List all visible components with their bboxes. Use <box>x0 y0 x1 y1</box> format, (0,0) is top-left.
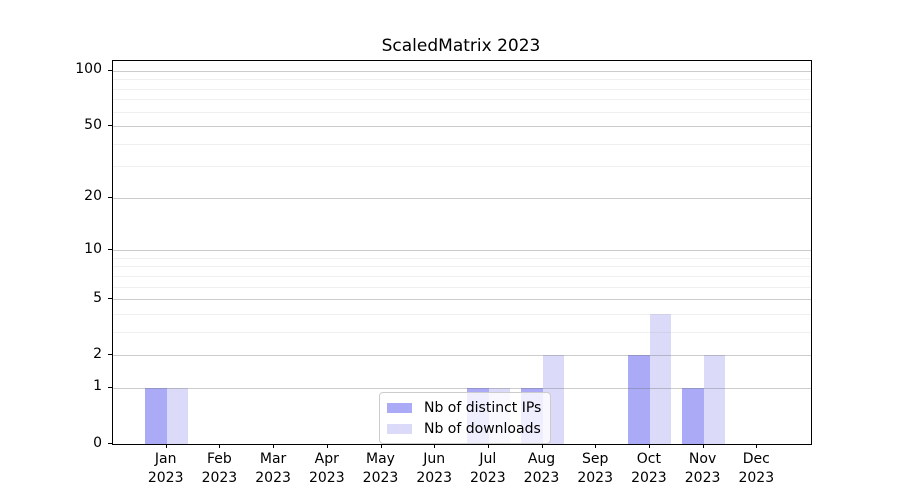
y-tick-label: 20 <box>84 188 102 205</box>
bar-nb-of-distinct-ips <box>682 387 704 444</box>
x-tick-label: Oct 2023 <box>631 451 667 486</box>
x-tick-label: Jul 2023 <box>469 451 506 486</box>
bar-nb-of-downloads <box>703 355 726 444</box>
legend-item: Nb of downloads <box>387 419 541 438</box>
chart-title: ScaledMatrix 2023 <box>381 36 541 56</box>
x-tick-label: Nov 2023 <box>684 451 721 486</box>
y-tick-label: 1 <box>93 378 102 395</box>
bar-nb-of-downloads <box>649 313 672 444</box>
bar-nb-of-downloads <box>166 387 189 444</box>
bar-nb-of-distinct-ips <box>628 355 650 444</box>
y-tick-label: 2 <box>93 345 102 362</box>
x-tick-label: Aug 2023 <box>523 451 560 486</box>
y-tick-mark <box>108 125 112 126</box>
x-tick-label: May 2023 <box>362 451 399 486</box>
x-tick-label: Feb 2023 <box>201 451 238 486</box>
y-tick-mark <box>108 69 112 71</box>
plot-area: Nb of distinct IPs Nb of downloads <box>112 60 812 445</box>
x-tick-mark <box>165 444 167 448</box>
x-tick-label: Mar 2023 <box>255 451 291 486</box>
x-tick-label: Dec 2023 <box>738 451 775 486</box>
legend-swatch <box>387 402 412 413</box>
bars-layer <box>113 61 811 444</box>
x-tick-mark <box>756 444 758 448</box>
y-tick-mark <box>108 386 112 388</box>
x-tick-mark <box>487 444 489 448</box>
x-tick-mark <box>380 444 382 448</box>
x-tick-mark <box>219 444 221 448</box>
y-tick-label: 100 <box>75 61 102 78</box>
y-tick-mark <box>108 443 112 444</box>
bar-nb-of-distinct-ips <box>145 387 167 444</box>
legend: Nb of distinct IPs Nb of downloads <box>379 392 552 444</box>
x-tick-label: Apr 2023 <box>308 451 345 486</box>
x-tick-mark <box>541 444 543 448</box>
x-tick-mark <box>273 444 275 448</box>
legend-swatch <box>387 423 412 434</box>
x-tick-mark <box>595 444 597 448</box>
legend-item: Nb of distinct IPs <box>387 398 541 417</box>
x-tick-mark <box>648 444 650 448</box>
legend-label: Nb of distinct IPs <box>424 399 542 416</box>
x-tick-mark <box>434 444 436 448</box>
x-tick-label: Jun 2023 <box>416 451 452 486</box>
y-tick-label: 0 <box>93 434 102 451</box>
y-tick-label: 5 <box>93 289 102 306</box>
x-tick-mark <box>326 444 328 448</box>
x-tick-label: Sep 2023 <box>577 451 613 486</box>
y-tick-label: 10 <box>84 240 102 257</box>
x-tick-label: Jan 2023 <box>147 451 184 486</box>
y-tick-label: 50 <box>84 116 102 133</box>
y-tick-mark <box>108 354 112 356</box>
y-tick-mark <box>108 196 112 198</box>
y-tick-mark <box>108 249 112 251</box>
x-tick-mark <box>702 444 704 448</box>
legend-label: Nb of downloads <box>424 420 541 437</box>
y-tick-mark <box>108 298 112 300</box>
